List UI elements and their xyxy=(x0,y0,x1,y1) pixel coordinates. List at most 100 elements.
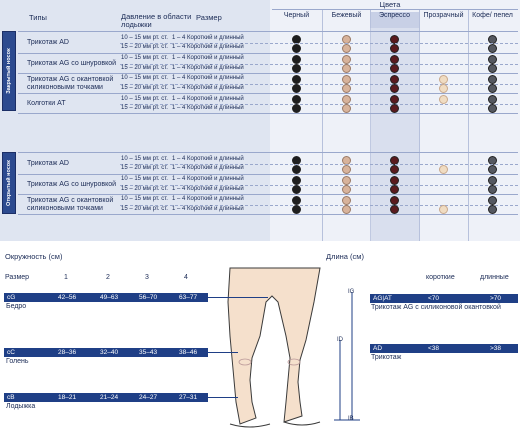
color-dot xyxy=(390,155,399,165)
length-short: <38 xyxy=(428,345,440,352)
table-row: 15 – 20 мм рт. ст. 1 – 4 Короткий и длинн… xyxy=(121,104,271,112)
color-dot xyxy=(439,164,448,174)
color-header-3: Прозрачный xyxy=(423,12,464,19)
color-dot xyxy=(488,104,497,114)
color-dot xyxy=(292,54,301,64)
color-dot xyxy=(390,195,399,205)
size-value: 1 – 4 Короткий и длинный xyxy=(171,44,244,51)
color-dot xyxy=(292,43,301,53)
color-dot xyxy=(342,74,351,84)
color-dot xyxy=(342,54,351,64)
product-type: Трикотаж AD xyxy=(27,39,69,47)
length-code: AG|AT xyxy=(373,295,392,302)
length-title: Длина (см) xyxy=(326,252,364,261)
table-row: 15 – 20 мм рт. ст. 1 – 4 Короткий и длинн… xyxy=(121,64,271,72)
color-dot xyxy=(292,185,301,194)
size-2: 2 xyxy=(106,274,110,281)
circumference-title: Окружность (см) xyxy=(5,252,63,261)
color-dot xyxy=(292,205,301,215)
color-dot xyxy=(390,175,399,185)
size-value: 1 – 4 Короткий и длинный xyxy=(171,35,244,41)
marker-id: ID xyxy=(337,337,343,343)
table-row: 10 – 15 мм рт. ст. 1 – 4 Короткий и длинн… xyxy=(121,155,271,163)
circumference-value: 42–56 xyxy=(58,294,77,301)
size-value: 1 – 4 Короткий и длинный xyxy=(171,165,244,172)
pressure-value: 15 – 20 мм рт. ст. xyxy=(121,64,168,71)
circumference-value: 24–27 xyxy=(139,394,158,401)
color-dot xyxy=(292,84,301,94)
table-row: 10 – 15 мм рт. ст. 1 – 4 Короткий и длинн… xyxy=(121,195,271,203)
color-dot xyxy=(488,205,497,215)
color-dot xyxy=(342,34,351,44)
table-row: 15 – 20 мм рт. ст. 1 – 4 Короткий и длинн… xyxy=(121,164,271,172)
table-row: 15 – 20 мм рт. ст. 1 – 4 Короткий и длинн… xyxy=(121,185,271,193)
color-dot xyxy=(488,155,497,165)
length-col-long: длинные xyxy=(480,274,509,281)
circumference-bar: cB 18–21 21–24 24–27 27–31 xyxy=(4,393,208,402)
size-value: 1 – 4 Короткий и длинный xyxy=(171,156,244,162)
product-type: Трикотаж AG со шнуровкой xyxy=(27,59,117,67)
color-dot xyxy=(488,54,497,64)
header-size: Размер xyxy=(196,13,222,22)
table-row: 10 – 15 мм рт. ст. 1 – 4 Короткий и длинн… xyxy=(121,175,271,183)
color-header-1: Бежевый xyxy=(331,12,362,19)
size-value: 1 – 4 Короткий и длинный xyxy=(171,205,244,212)
size-value: 1 – 4 Короткий и длинный xyxy=(171,104,244,111)
color-dot xyxy=(439,205,448,215)
size-value: 1 – 4 Короткий и длинный xyxy=(171,176,244,183)
pressure-value: 15 – 20 мм рт. ст. xyxy=(121,165,168,172)
pressure-value: 15 – 20 мм рт. ст. xyxy=(121,185,168,192)
color-dot xyxy=(439,84,448,94)
product-type: Колготки AT xyxy=(27,99,66,107)
section-label: Закрытый носок xyxy=(2,31,16,112)
color-dot xyxy=(292,164,301,174)
product-type: Трикотаж AD xyxy=(27,160,69,168)
circumference-bar: cC 28–36 32–40 35–43 38–46 xyxy=(4,348,208,357)
color-dot xyxy=(292,104,301,114)
color-dot xyxy=(292,155,301,165)
header-types: Типы xyxy=(29,13,47,22)
pressure-value: 10 – 15 мм рт. ст. xyxy=(121,196,168,203)
circumference-code: cC xyxy=(7,349,15,356)
color-dot xyxy=(342,205,351,215)
circumference-code: cB xyxy=(7,394,15,401)
pressure-value: 15 – 20 мм рт. ст. xyxy=(121,104,168,111)
circumference-value: 21–24 xyxy=(100,394,119,401)
color-dot xyxy=(390,185,399,194)
circumference-value: 32–40 xyxy=(100,349,119,356)
pressure-value: 10 – 15 мм рт. ст. xyxy=(121,176,168,183)
circumference-label: Бедро xyxy=(6,303,27,310)
length-bar: AG|AT <70 >70 xyxy=(370,294,518,303)
color-dot xyxy=(488,43,497,53)
table-row: 10 – 15 мм рт. ст. 1 – 4 Короткий и длинн… xyxy=(121,74,271,82)
color-dot xyxy=(342,104,351,114)
color-dot xyxy=(390,54,399,64)
table-row: 15 – 20 мм рт. ст. 1 – 4 Короткий и длинн… xyxy=(121,205,271,213)
color-dot xyxy=(390,104,399,114)
product-color-table: Типы Давление в области лодыжки Размер Ц… xyxy=(0,0,520,241)
color-dot xyxy=(292,34,301,44)
color-dot xyxy=(390,95,399,105)
color-dot xyxy=(488,185,497,194)
table-row: 10 – 15 мм рт. ст. 1 – 4 Короткий и длинн… xyxy=(121,95,271,103)
size-value: 1 – 4 Короткий и длинный xyxy=(171,95,244,102)
product-type: Трикотаж AG со шнуровкой xyxy=(27,180,117,188)
circumference-value: 28–36 xyxy=(58,349,77,356)
table-row: 10 – 15 мм рт. ст. 1 – 4 Короткий и длинн… xyxy=(121,54,271,62)
pressure-value: 10 – 15 мм рт. ст. xyxy=(121,55,168,62)
pressure-value: 10 – 15 мм рт. ст. xyxy=(121,95,168,102)
color-dot xyxy=(292,64,301,73)
color-dot xyxy=(439,95,448,105)
color-dot xyxy=(342,64,351,73)
color-header-0: Черный xyxy=(283,12,310,19)
leg-illustration xyxy=(227,267,321,428)
circumference-value: 27–31 xyxy=(179,394,198,401)
circumference-value: 35–43 xyxy=(139,349,158,356)
color-dot xyxy=(292,195,301,205)
marker-ig: IG xyxy=(348,289,355,295)
color-dot xyxy=(488,84,497,94)
product-type: Трикотаж AG с окантовкой силиконовыми то… xyxy=(27,75,114,91)
color-dot xyxy=(488,34,497,44)
length-code: AD xyxy=(373,345,383,352)
table-row: 15 – 20 мм рт. ст. 1 – 4 Короткий и длинн… xyxy=(121,84,271,92)
